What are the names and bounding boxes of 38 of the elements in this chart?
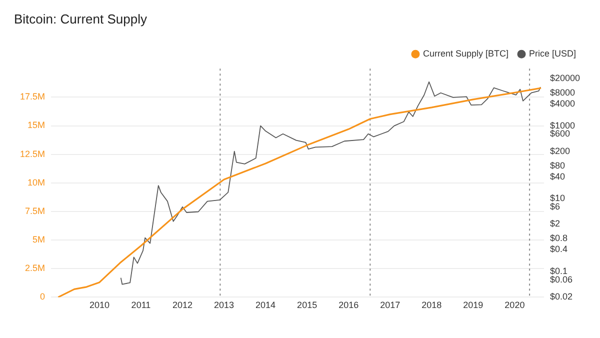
y2-tick-label: $10 — [550, 193, 565, 204]
x-tick-label: 2018 — [422, 300, 442, 310]
x-tick-label: 2013 — [214, 300, 234, 310]
y-tick-label: 0 — [40, 292, 46, 302]
y2-tick-label: $80 — [550, 160, 565, 170]
x-tick-label: 2016 — [338, 300, 359, 310]
y-tick-label: 15M — [28, 120, 46, 130]
y-tick-label: 2.5M — [25, 263, 46, 274]
y2-tick-label: $0.06 — [550, 274, 572, 284]
y2-tick-label: $2 — [550, 218, 560, 229]
x-tick-label: 2020 — [504, 300, 525, 310]
y2-tick-label: $200 — [550, 146, 570, 156]
x-tick-label: 2019 — [463, 300, 484, 310]
x-tick-label: 2011 — [131, 300, 151, 310]
y-tick-label: 17.5M — [20, 92, 46, 102]
legend-label: Price [USD] — [528, 48, 576, 59]
y2-tick-label: $1000 — [550, 120, 575, 130]
x-tick-label: 2010 — [89, 300, 110, 310]
y2-tick-label: $40 — [550, 171, 565, 182]
y2-tick-label: $600 — [550, 128, 570, 138]
y2-tick-label: $0.1 — [550, 266, 568, 276]
y2-tick-label: $0.8 — [550, 233, 568, 244]
y2-tick-label: $0.4 — [550, 244, 568, 254]
y2-tick-label: $6 — [550, 201, 560, 212]
legend-label: Current Supply [BTC] — [422, 48, 508, 59]
chart-title: Bitcoin: Current Supply — [14, 11, 148, 26]
y-tick-label: 12.5M — [20, 148, 46, 159]
x-tick-label: 2014 — [256, 300, 276, 310]
y2-tick-label: $0.02 — [550, 292, 572, 302]
y2-tick-label: $20000 — [550, 72, 580, 83]
y-tick-label: 7.5M — [25, 206, 46, 216]
x-tick-label: 2015 — [297, 300, 318, 310]
y2-tick-label: $4000 — [550, 98, 575, 108]
y2-tick-label: $8000 — [550, 87, 575, 98]
x-tick-label: 2017 — [380, 300, 400, 310]
y-tick-label: 5M — [32, 234, 46, 245]
y-tick-label: 10M — [28, 177, 46, 188]
x-tick-label: 2012 — [172, 300, 193, 310]
